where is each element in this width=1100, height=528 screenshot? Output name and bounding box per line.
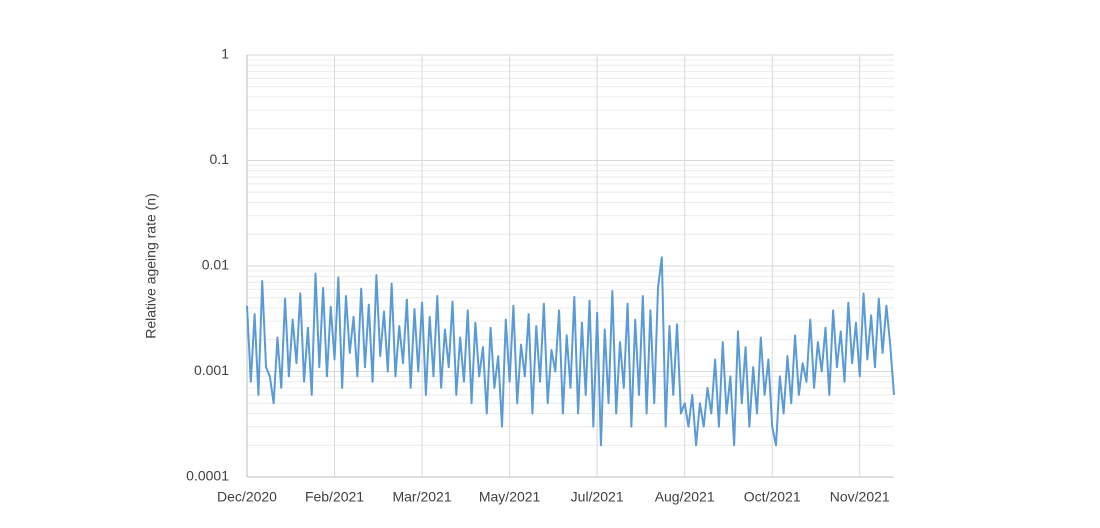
x-tick-label: Oct/2021 (744, 489, 801, 505)
y-tick-label: 0.0001 (186, 468, 229, 484)
x-tick-label: Mar/2021 (392, 489, 451, 505)
x-tick-label: Dec/2020 (217, 489, 277, 505)
x-tick-label: Nov/2021 (830, 489, 890, 505)
y-axis-label: Relative ageing rate (n) (143, 193, 159, 339)
y-tick-label: 0.001 (194, 362, 229, 378)
y-tick-label: 0.01 (202, 257, 229, 273)
y-tick-label: 0.1 (210, 151, 230, 167)
x-tick-label: Jul/2021 (571, 489, 624, 505)
x-tick-label: Aug/2021 (655, 489, 715, 505)
x-tick-label: May/2021 (479, 489, 541, 505)
x-tick-label: Feb/2021 (305, 489, 364, 505)
data-line (246, 256, 895, 447)
y-tick-label: 1 (221, 46, 229, 62)
